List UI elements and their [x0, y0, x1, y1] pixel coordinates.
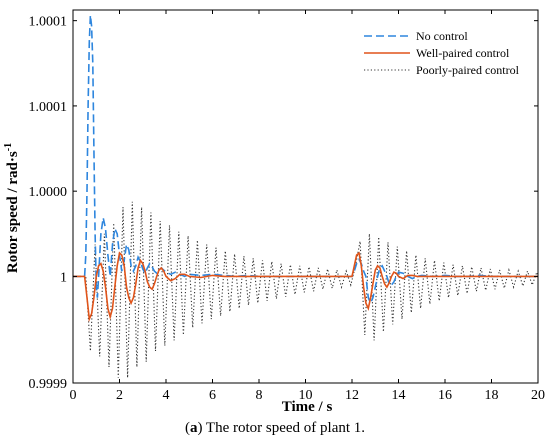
series-line-well-paired-control	[73, 251, 538, 323]
legend-label: Well-paired control	[416, 46, 510, 60]
x-tick-label: 0	[70, 388, 77, 403]
x-tick-label: 4	[163, 388, 170, 403]
caption-prefix: (	[184, 420, 190, 436]
y-axis-label-text: Rotor speed / rad·s-1	[3, 143, 21, 273]
x-tick-label: 2	[116, 388, 123, 403]
y-tick-label: 1.0000	[29, 185, 68, 200]
y-axis-label: Rotor speed / rad·s-1	[3, 143, 21, 273]
y-tick-label: 1.0001	[29, 100, 68, 115]
figure-caption: (a) The rotor speed of plant 1.	[0, 420, 550, 437]
x-tick-label: 8	[256, 388, 263, 403]
series-line-poorly-paired-control	[73, 201, 538, 378]
caption-letter: a	[189, 420, 198, 436]
caption-text: ) The rotor speed of plant 1.	[197, 420, 366, 436]
x-tick-label: 10	[299, 388, 313, 403]
x-tick-label: 12	[345, 388, 359, 403]
x-tick-label: 16	[438, 388, 452, 403]
x-tick-label: 14	[392, 388, 406, 403]
x-tick-label: 18	[485, 388, 499, 403]
x-axis-label: Time / s	[282, 399, 333, 415]
legend: No control Well-paired control Poorly-pair…	[364, 29, 520, 77]
legend-label: No control	[416, 29, 468, 43]
y-tick-label: 1	[60, 270, 67, 285]
x-tick-label: 20	[531, 388, 545, 403]
y-axis-label-superscript: -1	[3, 143, 14, 151]
series-line-no-control	[73, 15, 538, 306]
y-tick-label: 0.9999	[29, 377, 68, 392]
y-tick-label: 1.0001	[29, 15, 68, 30]
legend-label: Poorly-paired control	[416, 63, 520, 77]
x-tick-label: 6	[209, 388, 216, 403]
